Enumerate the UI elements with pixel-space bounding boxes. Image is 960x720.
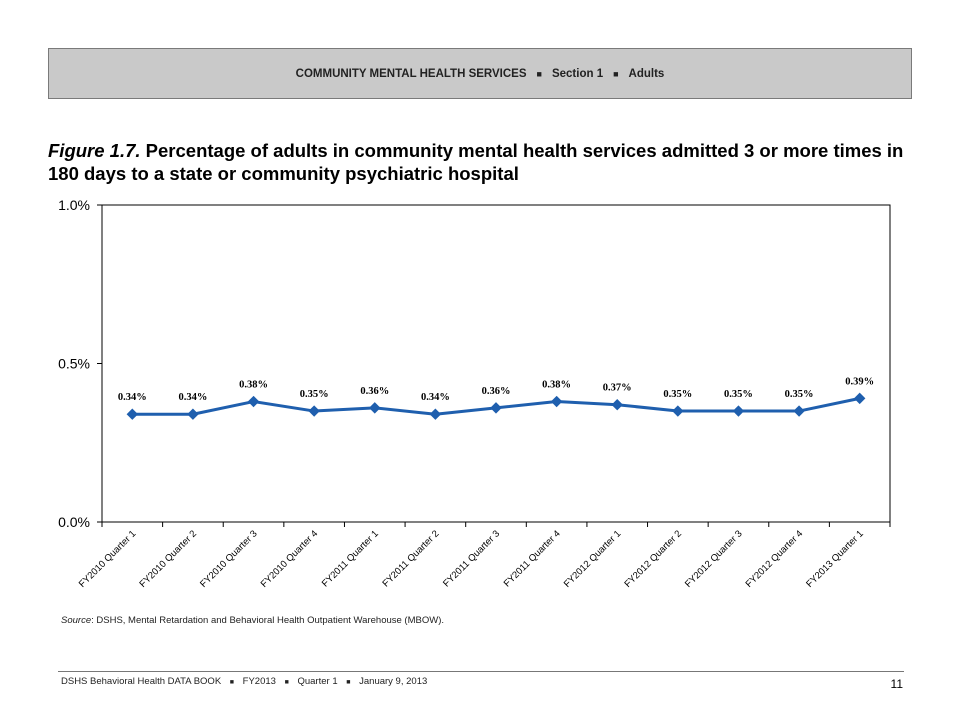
x-tick-label: FY2011 Quarter 3 [441,528,502,589]
x-tick-label: FY2011 Quarter 1 [320,528,381,589]
data-point-marker [429,408,442,420]
data-point-marker [672,405,684,417]
source-note: Source: DSHS, Mental Retardation and Beh… [61,615,444,626]
y-tick-label: 0.5% [58,356,90,372]
source-text: : DSHS, Mental Retardation and Behaviora… [91,615,445,626]
y-tick-label: 1.0% [58,197,90,213]
footer-separator: ■ [229,679,235,686]
data-label: 0.35% [724,389,753,400]
x-tick-label: FY2012 Quarter 3 [683,528,745,590]
data-point-marker [732,405,745,417]
footer-info: DSHS Behavioral Health DATA BOOK ■ FY201… [61,676,427,687]
x-tick-label: FY2012 Quarter 2 [622,528,684,590]
footer-quarter: Quarter 1 [297,676,338,687]
data-point-marker [126,408,139,420]
header-section-name: COMMUNITY MENTAL HEALTH SERVICES [295,67,527,80]
data-point-marker [369,402,381,414]
data-label: 0.38% [239,380,268,391]
data-point-marker [490,402,502,414]
x-tick-label: FY2010 Quarter 2 [137,528,199,590]
footer-separator: ■ [284,679,289,686]
data-label: 0.36% [360,386,389,397]
x-tick-label: FY2012 Quarter 4 [744,528,806,590]
footer-fiscal-year: FY2013 [242,676,276,687]
y-tick-label: 0.0% [58,514,90,530]
source-label: Source [61,615,92,626]
data-point-marker [793,405,805,417]
data-label: 0.34% [421,392,450,403]
figure-title: Figure 1.7. Percentage of adults in comm… [48,139,908,185]
data-label: 0.38% [542,380,571,391]
data-label: 0.39% [845,376,874,387]
data-label: 0.35% [785,389,814,400]
data-point-marker [611,399,623,411]
figure-caption: Percentage of adults in community mental… [48,140,904,184]
data-point-marker [187,408,199,420]
x-tick-label: FY2011 Quarter 2 [380,528,441,589]
x-tick-label: FY2012 Quarter 1 [562,528,624,590]
data-label: 0.35% [663,389,692,400]
data-point-marker [308,405,320,417]
footer-divider [58,671,904,672]
x-tick-label: FY2010 Quarter 1 [77,528,139,590]
header-population: Adults [628,67,665,80]
x-tick-label: FY2010 Quarter 4 [259,528,321,590]
data-point-marker [853,392,866,405]
data-label: 0.35% [300,389,329,400]
figure-number: Figure 1.7. [48,140,141,161]
data-label: 0.34% [118,392,147,403]
header-separator: ■ [613,68,619,79]
header-separator: ■ [536,68,542,79]
x-tick-label: FY2013 Quarter 1 [804,528,866,590]
data-label: 0.37% [603,383,632,394]
x-tick-label: FY2011 Quarter 4 [502,528,563,589]
header-section-number: Section 1 [551,67,604,80]
data-point-marker [247,395,260,408]
footer-separator: ■ [346,679,351,686]
section-header-band: COMMUNITY MENTAL HEALTH SERVICES ■ Secti… [48,48,912,99]
footer-book-title: DSHS Behavioral Health DATA BOOK [61,676,222,687]
plot-area-border [101,204,891,523]
page-number: 11 [890,677,903,691]
footer-date: January 9, 2013 [359,676,428,687]
data-point-marker [550,395,563,408]
data-label: 0.36% [482,386,511,397]
x-tick-label: FY2010 Quarter 3 [198,528,260,590]
data-label: 0.34% [178,392,207,403]
